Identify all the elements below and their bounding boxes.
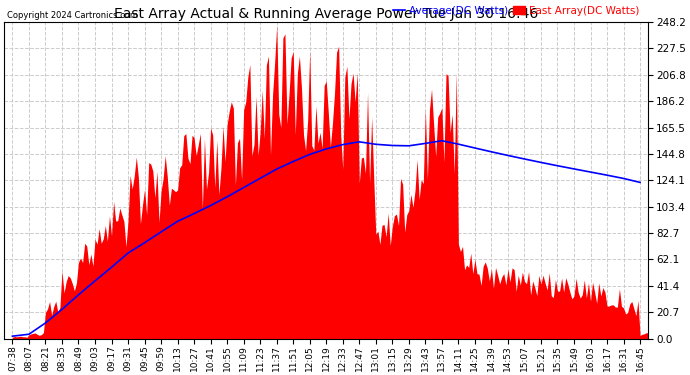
Title: East Array Actual & Running Average Power Tue Jan 30 16:46: East Array Actual & Running Average Powe… — [114, 7, 538, 21]
Legend: Average(DC Watts), East Array(DC Watts): Average(DC Watts), East Array(DC Watts) — [389, 2, 643, 20]
Text: Copyright 2024 Cartronics.com: Copyright 2024 Cartronics.com — [8, 12, 139, 21]
